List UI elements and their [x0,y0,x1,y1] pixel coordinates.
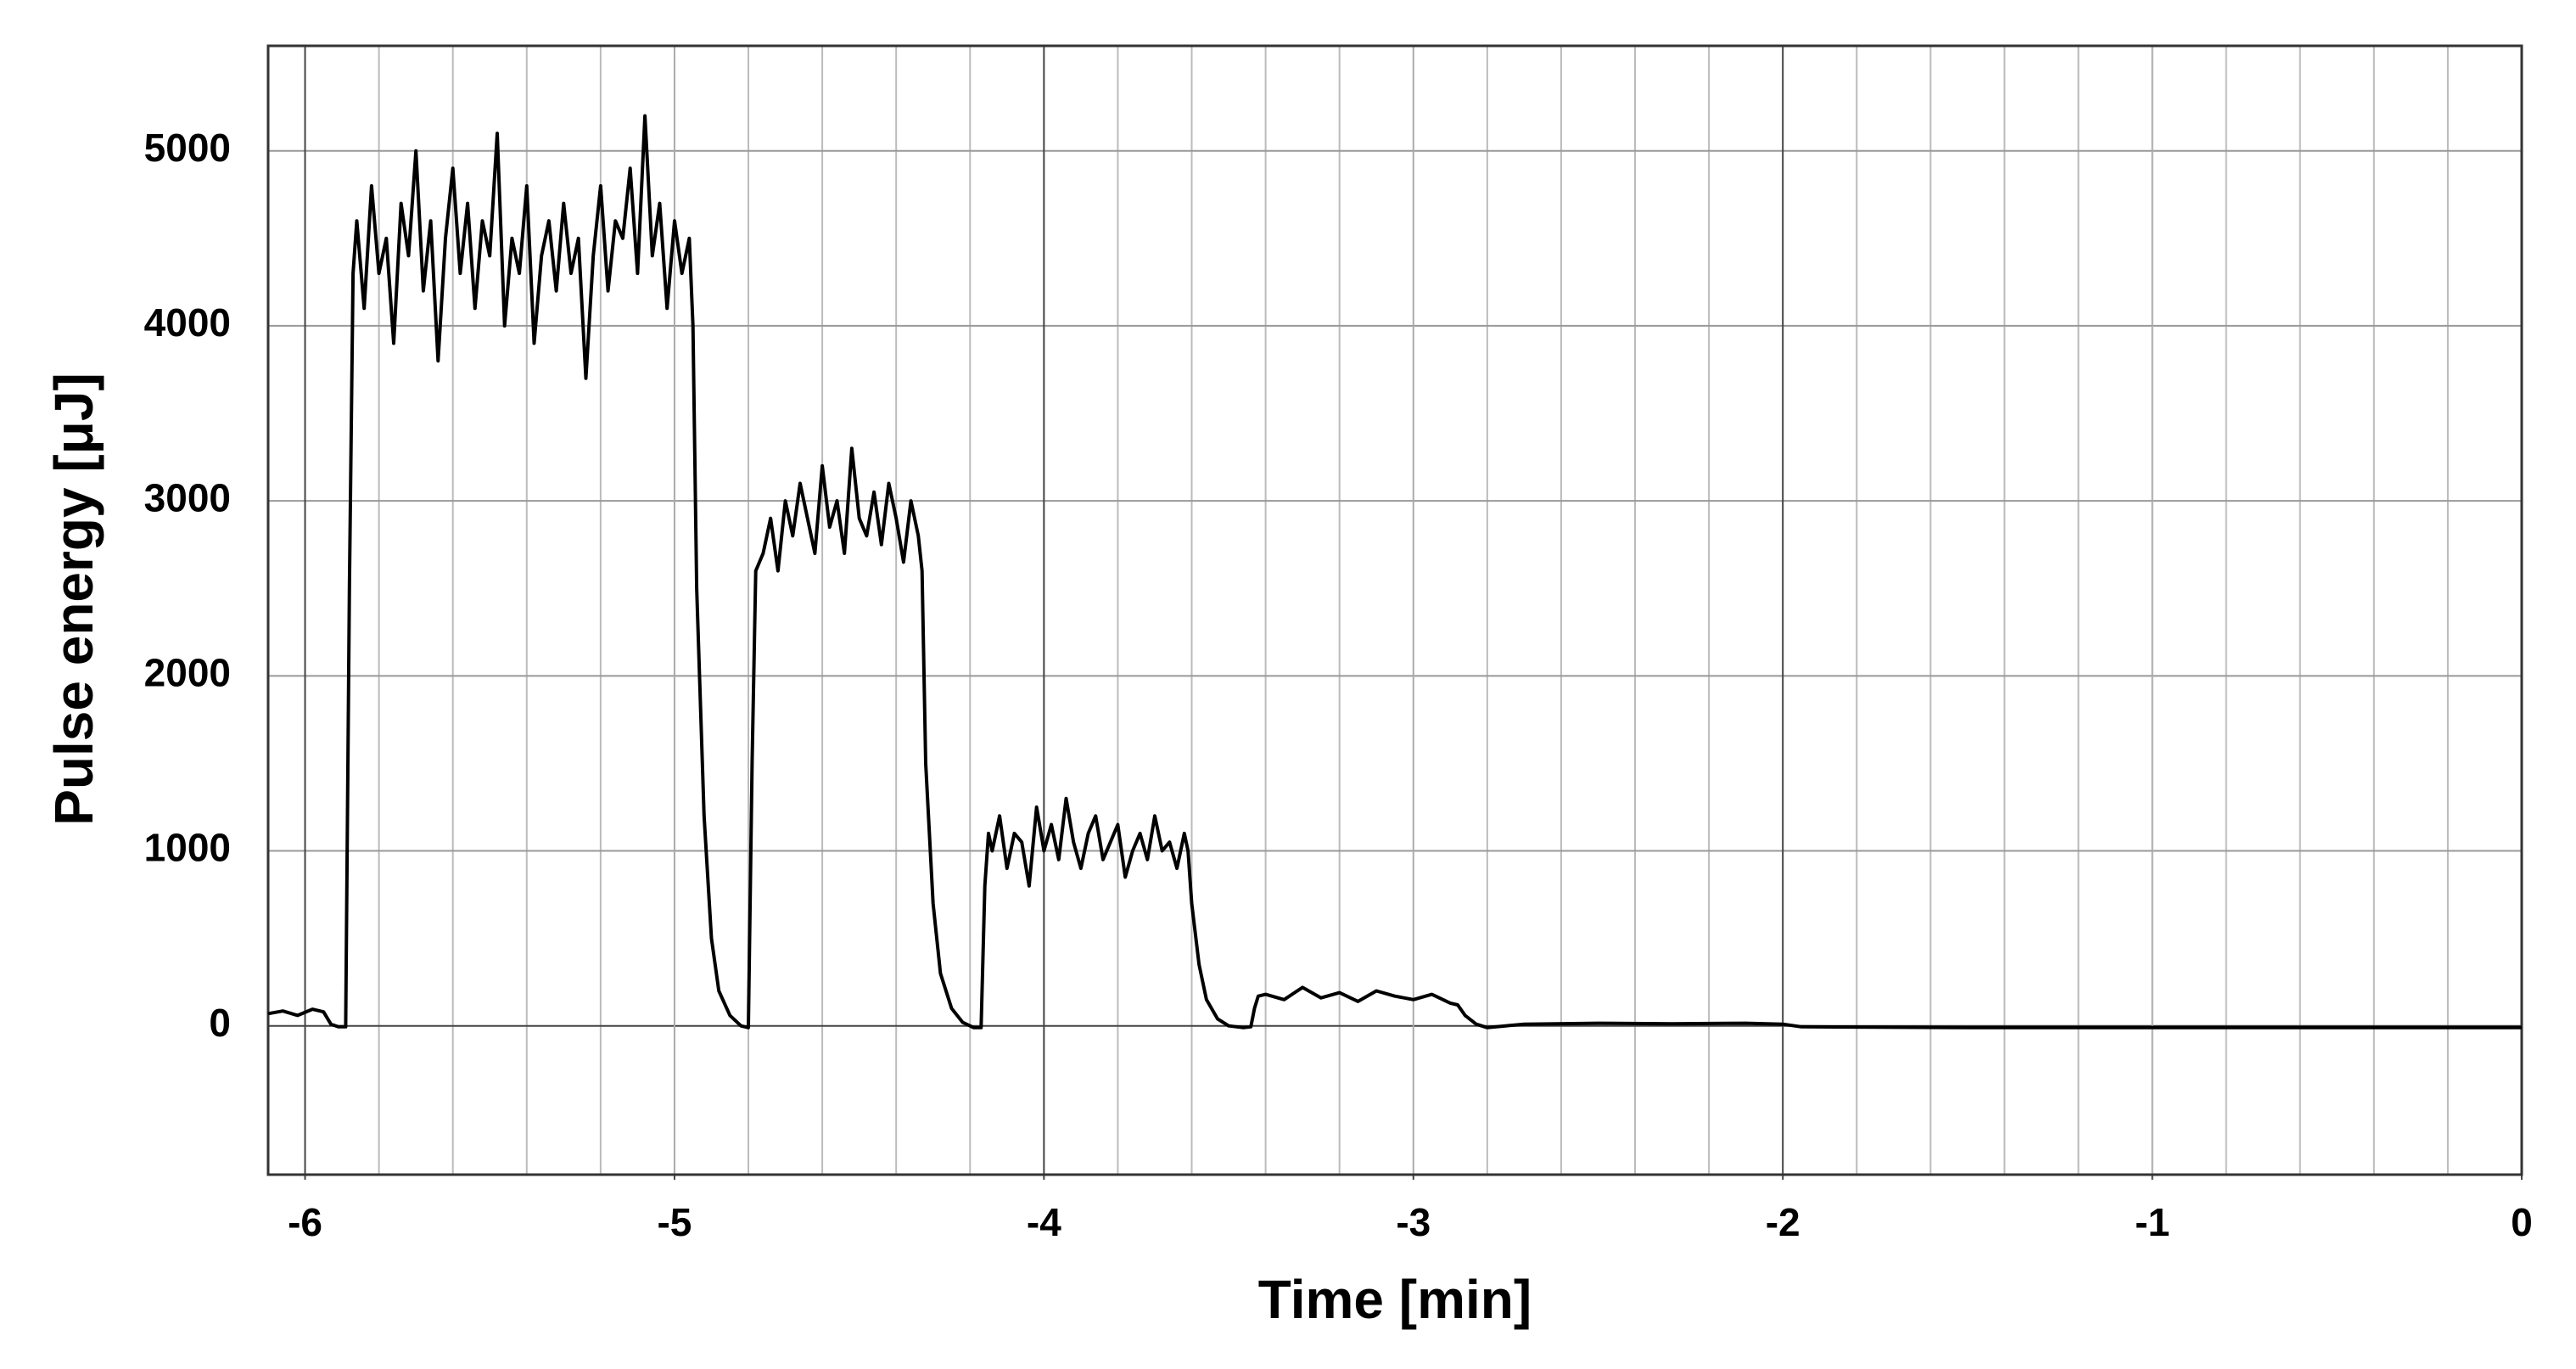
x-tick-label: -1 [2135,1200,2170,1244]
y-tick-label: 5000 [144,126,231,170]
y-tick-label: 3000 [144,475,231,519]
y-tick-label: 1000 [144,826,231,870]
x-tick-label: -6 [288,1200,322,1244]
x-tick-label: 0 [2511,1200,2533,1244]
x-tick-label: -2 [1766,1200,1800,1244]
x-tick-label: -3 [1396,1200,1431,1244]
x-tick-label: -5 [657,1200,692,1244]
y-axis-title: Pulse energy [μJ] [43,373,104,826]
y-tick-label: 2000 [144,650,231,694]
plot-frame [266,44,2523,1176]
x-tick-label: -4 [1027,1200,1061,1244]
data-line [267,114,2522,1030]
y-tick-label: 4000 [144,300,231,345]
x-axis-title: Time [min] [1258,1269,1532,1330]
y-tick-label: 0 [209,1001,231,1045]
